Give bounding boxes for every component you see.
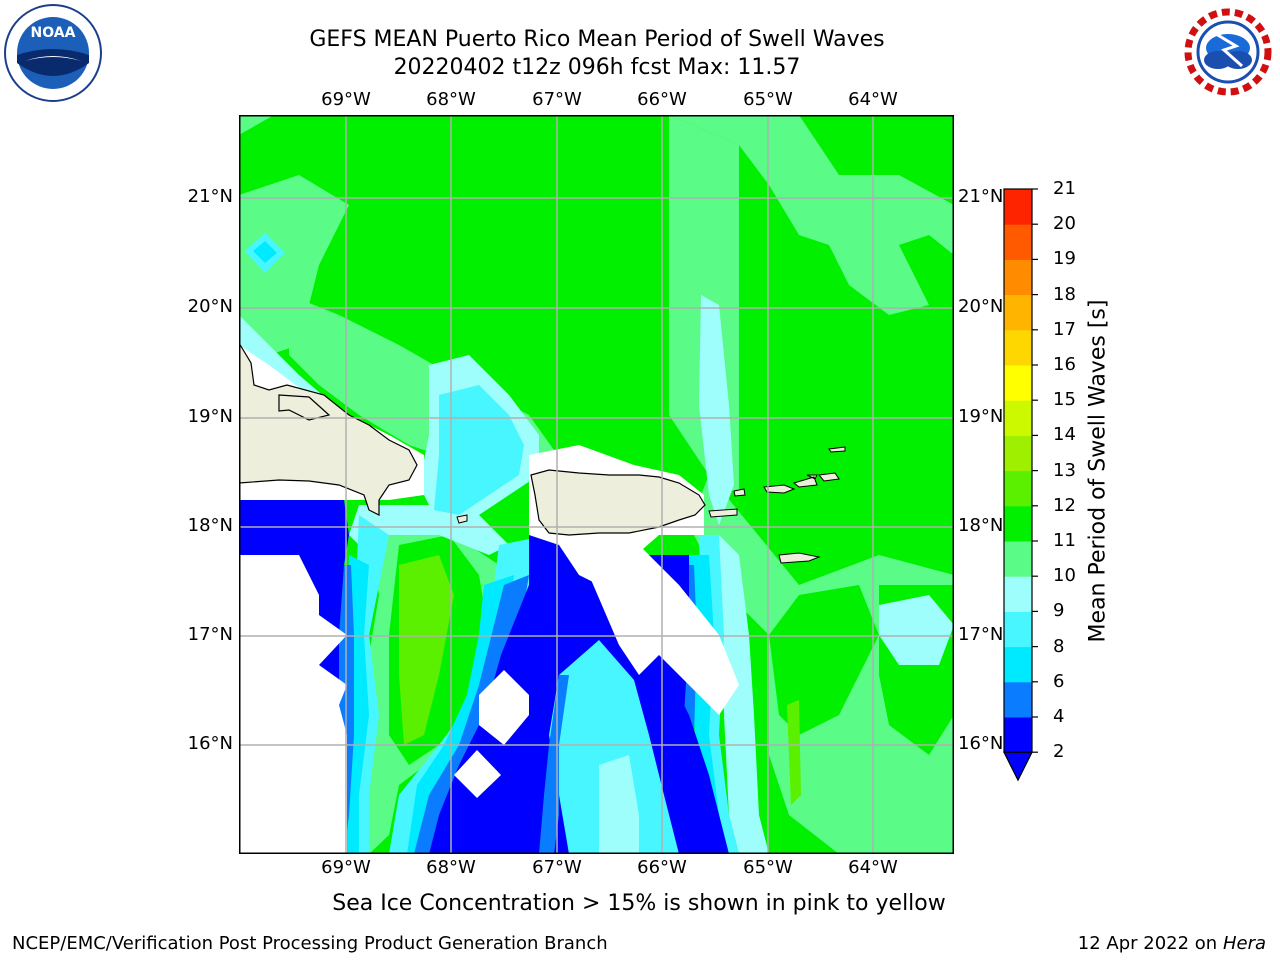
lon-tick-top-68: 68°W xyxy=(426,89,476,110)
lat-tick-right-17: 17°N xyxy=(958,624,1004,645)
colorbar-tick-label: 19 xyxy=(1053,248,1076,270)
colorbar-segment xyxy=(1004,681,1032,718)
map-gridlines xyxy=(239,115,954,854)
sea-ice-footnote: Sea Ice Concentration > 15% is shown in … xyxy=(332,891,946,916)
lat-tick-left-20: 20°N xyxy=(187,296,233,317)
field-11-12-east xyxy=(787,700,801,805)
lat-tick-left-18: 18°N xyxy=(187,515,233,536)
host-name: Hera xyxy=(1222,933,1266,954)
colorbar-segment xyxy=(1004,365,1032,401)
colorbar-tick-label: 14 xyxy=(1053,424,1076,446)
colorbar-segment xyxy=(1004,470,1032,507)
colorbar-segment xyxy=(1004,505,1032,542)
colorbar-tick-label: 15 xyxy=(1053,389,1076,411)
lat-tick-left-21: 21°N xyxy=(187,186,233,207)
lon-tick-top-66: 66°W xyxy=(637,89,687,110)
swell-period-map xyxy=(239,115,954,854)
colorbar-segment xyxy=(1004,189,1032,225)
colorbar-tick-label: 12 xyxy=(1053,494,1076,516)
field-8-9-island-west xyxy=(349,505,509,555)
colorbar xyxy=(1003,188,1038,782)
colorbar-tick-label: 16 xyxy=(1053,354,1076,375)
colorbar-segment xyxy=(1004,717,1032,753)
colorbar-segment xyxy=(1004,259,1032,296)
field-4-6-nw-spot xyxy=(253,241,277,263)
lat-tick-right-20: 20°N xyxy=(958,296,1004,317)
land-hispaniola-north-peninsula xyxy=(278,394,331,421)
noaa-logo-icon: NOAA xyxy=(4,4,102,102)
colorbar-label: Mean Period of Swell Waves [s] xyxy=(1085,299,1111,643)
colorbar-tick-label: 8 xyxy=(1053,635,1065,657)
land-culebra xyxy=(733,488,746,497)
nws-logo-icon xyxy=(1182,6,1274,98)
lon-tick-bottom-68: 68°W xyxy=(426,857,476,878)
field-2-4-south-right xyxy=(414,575,529,854)
lon-tick-bottom-69: 69°W xyxy=(321,857,371,878)
land-virgin-islands xyxy=(763,446,846,494)
colorbar-under-extension xyxy=(1003,751,1033,782)
colorbar-segment xyxy=(1004,435,1032,472)
lat-tick-left-16: 16°N xyxy=(187,733,233,754)
colorbar-tick-label: 9 xyxy=(1053,600,1065,622)
field-10-11-southeast xyxy=(769,585,879,735)
colorbar-segment xyxy=(1004,541,1032,577)
chart-title: GEFS MEAN Puerto Rico Mean Period of Swe… xyxy=(309,27,885,52)
lon-tick-bottom-66: 66°W xyxy=(637,857,687,878)
colorbar-tick-label: 13 xyxy=(1053,459,1076,481)
lon-tick-bottom-67: 67°W xyxy=(532,857,582,878)
field-9-10-northwest xyxy=(239,115,349,365)
masked-island-blob-1 xyxy=(479,670,529,745)
land-hispaniola xyxy=(239,341,418,516)
colorbar-segment xyxy=(1004,646,1032,683)
masked-southeast-ridge xyxy=(589,545,739,715)
colorbar-segment xyxy=(1004,329,1032,366)
colorbar-segment xyxy=(1004,224,1032,260)
masked-island-blob-2 xyxy=(454,750,501,798)
lon-tick-top-65: 65°W xyxy=(743,89,793,110)
producer-credit: NCEP/EMC/Verification Post Processing Pr… xyxy=(12,933,608,954)
lat-tick-left-17: 17°N xyxy=(187,624,233,645)
lon-tick-bottom-65: 65°W xyxy=(743,857,793,878)
lat-tick-right-21: 21°N xyxy=(958,186,1004,207)
field-11-12-southwest xyxy=(399,555,454,745)
colorbar-segment xyxy=(1004,576,1032,612)
land-st-croix xyxy=(778,552,821,564)
field-8-9-east-channel xyxy=(699,295,734,525)
svg-text:NOAA: NOAA xyxy=(31,25,76,41)
colorbar-segment xyxy=(1004,611,1032,648)
land-mona-island xyxy=(456,514,468,524)
colorbar-tick-label: 21 xyxy=(1053,178,1076,199)
field-9-10-northeast xyxy=(669,115,954,315)
lat-tick-right-16: 16°N xyxy=(958,733,1004,754)
lon-tick-top-64: 64°W xyxy=(848,89,898,110)
field-8-9-southeast xyxy=(719,535,769,854)
colorbar-tick-label: 11 xyxy=(1053,530,1076,551)
colorbar-segment xyxy=(1004,294,1032,331)
colorbar-tick-label: 6 xyxy=(1053,670,1065,692)
colorbar-tick-label: 20 xyxy=(1053,213,1076,235)
colorbar-segment xyxy=(1004,400,1032,436)
colorbar-tick-label: 17 xyxy=(1053,318,1076,340)
colorbar-tick-label: 18 xyxy=(1053,283,1076,305)
field-2-4-south-pool-edge xyxy=(539,675,569,854)
lon-tick-top-67: 67°W xyxy=(532,89,582,110)
lat-tick-right-18: 18°N xyxy=(958,515,1004,536)
field-8-9-south-pool xyxy=(599,755,639,854)
field-8-9-east-blob xyxy=(879,595,954,665)
lon-tick-bottom-64: 64°W xyxy=(848,857,898,878)
field-4-6-south-right xyxy=(407,575,514,854)
render-date: 12 Apr 2022 on Hera xyxy=(1077,933,1266,954)
colorbar-tick-label: 10 xyxy=(1053,565,1076,587)
colorbar-tick-label: 4 xyxy=(1053,706,1065,727)
lat-tick-left-19: 19°N xyxy=(187,406,233,427)
lat-tick-right-19: 19°N xyxy=(958,406,1004,427)
land-vieques xyxy=(708,508,738,518)
map-frame xyxy=(239,115,954,854)
masked-southwest-coast xyxy=(239,555,347,854)
colorbar-tick-label: 2 xyxy=(1053,741,1065,763)
chart-subtitle: 20220402 t12z 096h fcst Max: 11.57 xyxy=(393,55,801,80)
field-6-8-south-pool xyxy=(549,640,679,854)
lon-tick-top-69: 69°W xyxy=(321,89,371,110)
